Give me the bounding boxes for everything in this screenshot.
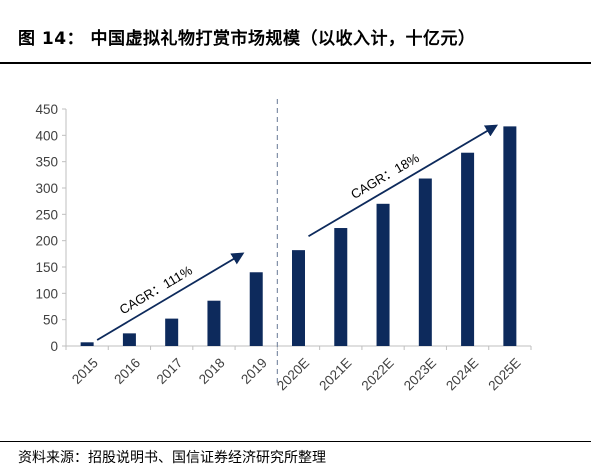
- y-tick-label: 0: [50, 339, 58, 354]
- bar-2022E: [376, 203, 390, 346]
- bar-2017: [165, 318, 179, 346]
- x-tick-label: 2017: [154, 355, 186, 387]
- bar-2018: [207, 300, 221, 346]
- x-tick-label: 2016: [111, 355, 143, 387]
- source-note: 资料来源：招股说明书、国信证券经济研究所整理: [18, 450, 326, 466]
- y-tick-label: 350: [35, 155, 58, 170]
- x-tick-label: 2024E: [443, 355, 481, 393]
- bar-2016: [122, 333, 136, 346]
- cagr-arrow-2: [308, 124, 499, 238]
- x-tick-label: 2019: [238, 355, 270, 387]
- footer-divider: [0, 441, 591, 442]
- title-divider: [0, 62, 591, 64]
- y-tick-label: 150: [35, 260, 58, 275]
- y-tick-label: 50: [43, 313, 58, 328]
- y-tick-label: 250: [35, 207, 58, 222]
- y-tick-label: 200: [35, 234, 58, 249]
- figure-title: 图 14： 中国虚拟礼物打赏市场规模（以收入计，十亿元）: [18, 29, 476, 49]
- x-tick-label: 2020E: [274, 355, 312, 393]
- x-tick-label: 2023E: [401, 355, 439, 393]
- bar-2023E: [418, 178, 432, 346]
- title-bar: 图 14： 中国虚拟礼物打赏市场规模（以收入计，十亿元）: [0, 0, 591, 62]
- chart-area: 0 50 100 150 200 250 300 350 400 450 2015 2016 2017 2…: [0, 64, 591, 436]
- x-tick-label: 2021E: [316, 355, 354, 393]
- y-tick-label: 450: [35, 102, 58, 117]
- bar-chart: 0 50 100 150 200 250 300 350 400 450 2015 2016 2017 2…: [35, 99, 532, 393]
- bar-2024E: [461, 152, 475, 346]
- x-tick-label: 2015: [69, 355, 101, 387]
- y-tick-label: 100: [35, 286, 58, 301]
- y-tick-label: 400: [35, 128, 58, 143]
- cagr-label-1: CAGR：111%: [117, 262, 195, 317]
- bar-2021E: [334, 228, 348, 346]
- x-tick-label: 2022E: [359, 355, 397, 393]
- bar-2019: [249, 272, 263, 346]
- x-tick-label: 2025E: [485, 355, 523, 393]
- y-tick-label: 300: [35, 181, 58, 196]
- bar-2025E: [503, 126, 517, 346]
- bar-2020E: [292, 250, 305, 346]
- bar-2015: [80, 342, 94, 346]
- x-tick-label: 2018: [196, 355, 228, 387]
- cagr-arrow-1: [96, 252, 245, 341]
